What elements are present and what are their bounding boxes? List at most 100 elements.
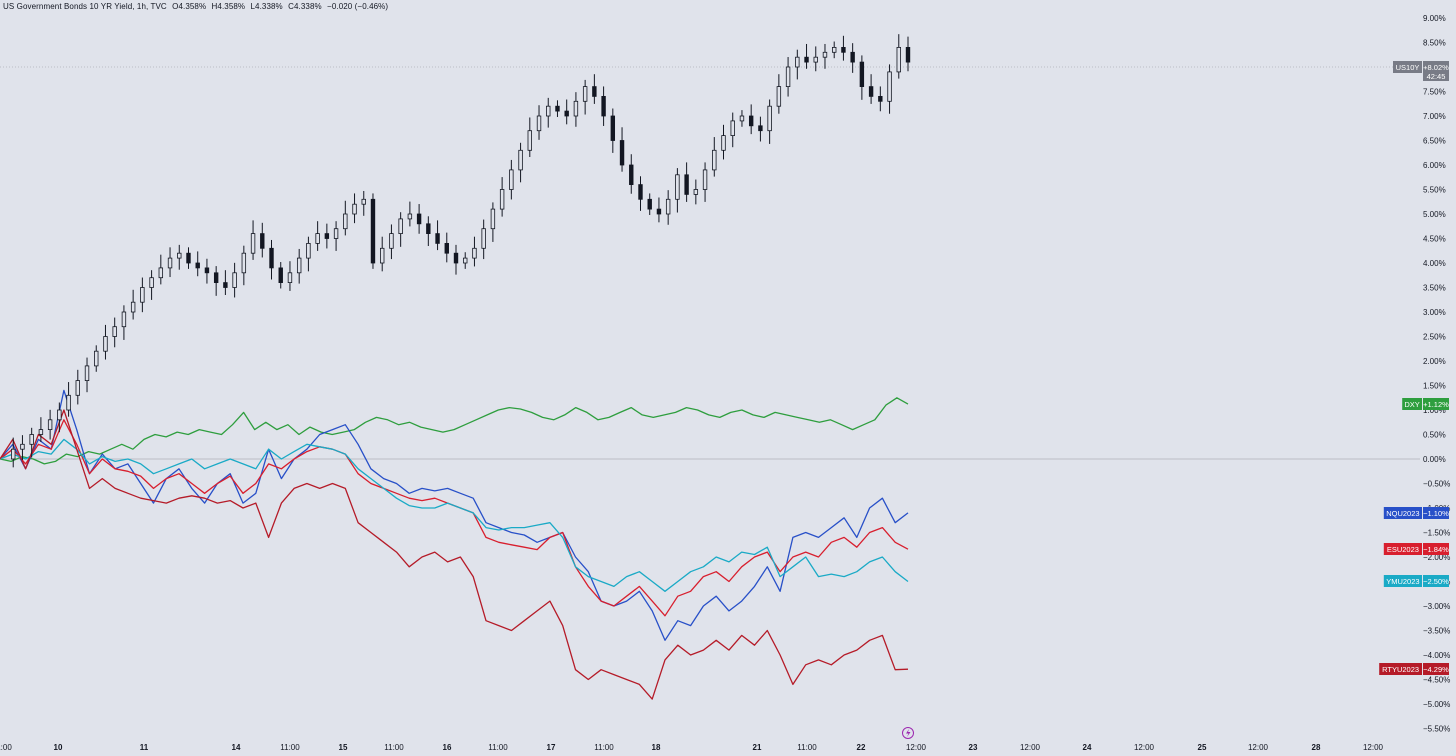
y-tick-label: 3.00% [1423, 308, 1446, 317]
x-tick-label: 21 [753, 743, 762, 752]
tag-name: DXY [1404, 400, 1419, 409]
candle-body [29, 434, 34, 445]
candle-body [518, 149, 523, 171]
price-tag-ymu2023[interactable]: YMU2023 −2.50% [1383, 575, 1449, 587]
tag-name-bg [1383, 507, 1422, 519]
series-line-nqu2023[interactable] [0, 389, 909, 641]
candle-body [278, 267, 283, 283]
x-tick-label: 11:00 [280, 743, 300, 752]
y-tick-label: −4.50% [1423, 676, 1450, 685]
candle-body [592, 86, 597, 97]
price-tag-us10y[interactable]: US10Y +8.02%42:45 [1393, 61, 1449, 81]
tag-value-bg [1423, 663, 1449, 675]
time-axis[interactable]: 1:00 10 11 14 11:00 15 11:00 16 11:00 17 11:00 18 21… [0, 743, 1384, 752]
candle-body [250, 233, 256, 254]
y-tick-label: −0.50% [1423, 480, 1450, 489]
price-tag-rtyu2023[interactable]: RTYU2023 −4.29% [1379, 663, 1449, 675]
tag-name: ESU2023 [1387, 545, 1419, 554]
tag-value: +1.12% [1423, 400, 1449, 409]
candle-body [546, 105, 551, 117]
close-value: C4.338% [288, 2, 322, 11]
y-tick-label: 7.00% [1423, 112, 1446, 121]
candle-body [380, 247, 385, 264]
candle-body [103, 336, 108, 352]
candle-body [896, 47, 901, 73]
tag-value-bg [1423, 575, 1449, 587]
y-tick-label: 5.00% [1423, 210, 1446, 219]
price-tag-dxy[interactable]: DXY +1.12% [1402, 398, 1449, 410]
candle-body [463, 257, 468, 264]
price-tag-esu2023[interactable]: ESU2023 −1.84% [1383, 543, 1449, 555]
tag-name-bg [1383, 543, 1422, 555]
y-tick-label: 6.00% [1423, 161, 1446, 170]
candle-body [324, 233, 330, 239]
candle-body [527, 130, 532, 151]
candle-body [555, 105, 560, 112]
y-tick-label: −2.00% [1423, 553, 1450, 562]
candle-body [333, 228, 339, 239]
open-value: O4.358% [172, 2, 207, 11]
y-tick-label: −1.50% [1423, 529, 1450, 538]
y-tick-label: 6.50% [1423, 137, 1446, 146]
candle-body [84, 365, 90, 381]
x-tick-label: 12:00 [1248, 743, 1269, 752]
tag-value-bg [1423, 507, 1449, 519]
candle-body [582, 86, 588, 102]
candle-body [499, 189, 505, 210]
x-tick-label: 25 [1198, 743, 1207, 752]
x-tick-label: 11:00 [384, 743, 404, 752]
candle-body [149, 277, 154, 288]
tag-value-bg [1423, 398, 1449, 410]
y-tick-label: 2.00% [1423, 357, 1446, 366]
tag-name-bg [1402, 398, 1422, 410]
candle-body [629, 164, 634, 186]
tag-name-bg [1393, 61, 1422, 73]
candle-body [509, 169, 514, 190]
series-line-dxy[interactable] [0, 397, 909, 465]
candle-body [306, 242, 311, 259]
series-line-ymu2023[interactable] [0, 438, 909, 592]
x-tick-label: 12:00 [906, 743, 927, 752]
candle-body [795, 56, 800, 68]
candle-body [887, 71, 892, 102]
candle-body [739, 115, 745, 122]
y-tick-label: 3.50% [1423, 284, 1446, 293]
y-tick-label: −5.50% [1423, 725, 1450, 734]
candle-body [75, 380, 80, 396]
candle-body [398, 218, 403, 234]
y-tick-label: 8.50% [1423, 39, 1446, 48]
x-tick-label: 1:00 [0, 743, 12, 752]
low-value: L4.338% [250, 2, 283, 11]
price-tag-nqu2023[interactable]: NQU2023 −1.10% [1383, 507, 1449, 519]
y-tick-label: 5.50% [1423, 186, 1446, 195]
candle-body [416, 213, 422, 225]
candle-body [167, 257, 173, 269]
series-line-esu2023[interactable] [0, 419, 909, 617]
candle-body [472, 247, 477, 259]
x-tick-label: 23 [969, 743, 978, 752]
candle-body [260, 233, 265, 249]
candle-body [684, 174, 689, 195]
candle-body [905, 47, 911, 63]
candle-body [785, 66, 791, 88]
candle-body [675, 174, 680, 200]
candle-body [813, 56, 818, 63]
candle-body [186, 252, 191, 264]
x-tick-label: 12:00 [1134, 743, 1155, 752]
candle-body [47, 419, 53, 430]
lightning-icon[interactable] [902, 727, 914, 739]
x-tick-label: 10 [54, 743, 63, 752]
candle-body [490, 208, 496, 230]
price-axis[interactable]: 9.00%8.50%8.00%7.50%7.00%6.50%6.00%5.50%… [1423, 14, 1450, 734]
x-tick-label: 15 [339, 743, 348, 752]
series-line-rtyu2023[interactable] [0, 409, 909, 700]
x-tick-label: 12:00 [1363, 743, 1384, 752]
symbol-title[interactable]: US Government Bonds 10 YR Yield, 1h, TVC [3, 2, 167, 11]
plot-area[interactable] [0, 34, 1420, 700]
candle-body [822, 51, 828, 58]
candle-body [665, 198, 671, 215]
tag-value: +8.02% [1423, 63, 1449, 72]
x-tick-label: 11:00 [797, 743, 817, 752]
tag-value: −1.10% [1423, 509, 1449, 518]
